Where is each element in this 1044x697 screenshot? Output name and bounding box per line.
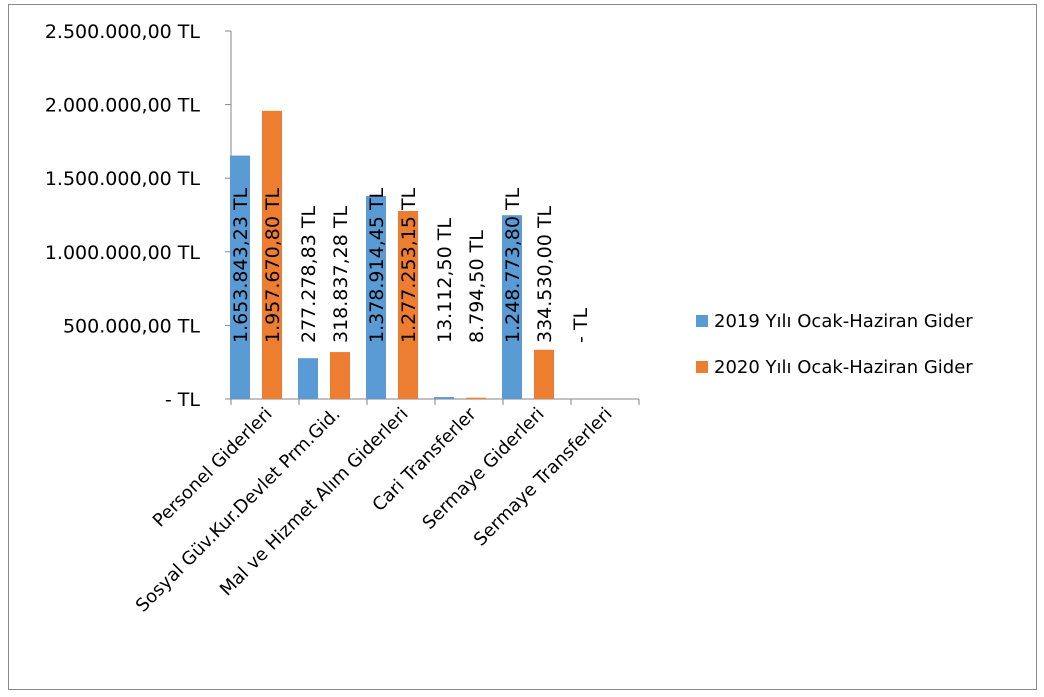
- y-tick-label: 1.000.000,00 TL: [45, 242, 201, 264]
- data-label-2019: 13.112,50 TL: [434, 218, 456, 343]
- data-label-2019: 1.653.843,23 TL: [230, 187, 252, 343]
- y-tick-label: 1.500.000,00 TL: [45, 168, 201, 190]
- data-label-2020: 318.837,28 TL: [330, 206, 352, 343]
- bar-2019: [230, 155, 250, 399]
- legend-label-2020: 2020 Yılı Ocak-Haziran Gider: [714, 357, 973, 378]
- legend-swatch-2019: [696, 315, 708, 327]
- y-tick-label: 2.000.000,00 TL: [45, 95, 201, 117]
- data-label-2020: 334.530,00 TL: [534, 206, 556, 343]
- legend-label-2019: 2019 Yılı Ocak-Haziran Gider: [714, 311, 973, 332]
- bar-2019: [298, 358, 318, 399]
- y-tick-label: - TL: [165, 389, 201, 411]
- y-tick-label: 500.000,00 TL: [63, 315, 200, 337]
- bar-2019: [366, 196, 386, 399]
- y-tick-label: 2.500.000,00 TL: [45, 21, 201, 43]
- bar-2019: [434, 397, 454, 399]
- data-label-2020: 8.794,50 TL: [466, 230, 488, 343]
- category-label: Sermaye Transferleri: [470, 404, 617, 551]
- data-label-2019: 1.378.914,45 TL: [366, 187, 388, 343]
- data-label-2019: - TL: [570, 307, 592, 343]
- bar-2020: [466, 397, 486, 399]
- chart-frame: [8, 4, 1037, 690]
- data-label-2019: 1.248.773,80 TL: [502, 187, 524, 343]
- category-label: Sermaye Giderleri: [418, 404, 548, 534]
- bar-2020: [398, 210, 418, 399]
- data-label-2020: 1.957.670,80 TL: [262, 187, 284, 343]
- bar-2020: [534, 349, 554, 399]
- category-label: Personel Giderleri: [149, 404, 277, 532]
- data-label-2020: 1.277.253,15 TL: [398, 187, 420, 343]
- data-label-2019: 277.278,83 TL: [298, 206, 320, 343]
- bar-2020: [262, 110, 282, 399]
- legend-swatch-2020: [696, 361, 708, 373]
- bar-2020: [330, 352, 350, 399]
- bar-2019: [502, 215, 522, 399]
